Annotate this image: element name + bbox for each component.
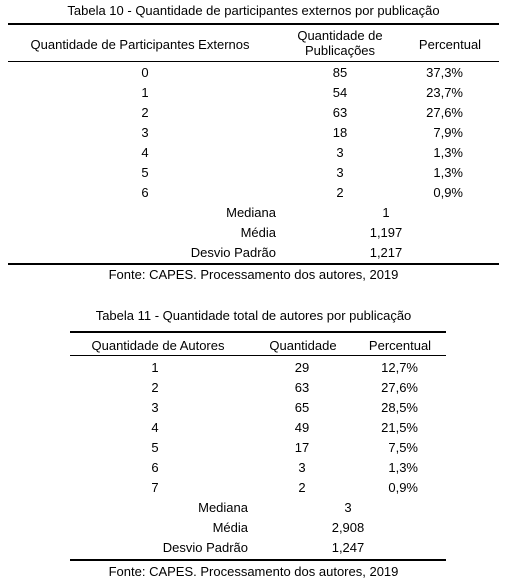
table-11-header-rule <box>70 355 446 356</box>
cell-percentual: 12,7% <box>360 360 418 375</box>
stat-value-media: 2,908 <box>308 520 388 535</box>
stat-label-desvio-padrao: Desvio Padrão <box>100 245 276 260</box>
cell-publicacoes: 18 <box>300 125 380 140</box>
cell-quantidade: 65 <box>262 400 342 415</box>
cell-publicacoes: 85 <box>300 65 380 80</box>
table-10-header-col3: Percentual <box>400 37 500 52</box>
cell-autores: 3 <box>110 400 200 415</box>
table-10-source: Fonte: CAPES. Processamento dos autores,… <box>0 267 507 282</box>
cell-percentual: 27,6% <box>400 105 463 120</box>
table-11-header-col3: Percentual <box>360 338 440 353</box>
cell-participantes: 3 <box>100 125 190 140</box>
cell-percentual: 23,7% <box>400 85 463 100</box>
table-11-header-col1: Quantidade de Autores <box>70 338 246 353</box>
cell-autores: 4 <box>110 420 200 435</box>
cell-percentual: 1,3% <box>360 460 418 475</box>
cell-autores: 6 <box>110 460 200 475</box>
cell-percentual: 0,9% <box>400 185 463 200</box>
stat-label-media: Média <box>70 520 248 535</box>
cell-publicacoes: 3 <box>300 145 380 160</box>
cell-autores: 1 <box>110 360 200 375</box>
cell-autores: 2 <box>110 380 200 395</box>
cell-quantidade: 17 <box>262 440 342 455</box>
cell-autores: 7 <box>110 480 200 495</box>
cell-percentual: 28,5% <box>360 400 418 415</box>
cell-publicacoes: 2 <box>300 185 380 200</box>
cell-percentual: 1,3% <box>400 145 463 160</box>
cell-percentual: 27,6% <box>360 380 418 395</box>
cell-participantes: 1 <box>100 85 190 100</box>
stat-value-mediana: 1 <box>346 205 426 220</box>
stat-value-mediana: 3 <box>308 500 388 515</box>
cell-percentual: 7,5% <box>360 440 418 455</box>
table-10-header-col2-line1: Quantidade de <box>280 28 400 43</box>
cell-percentual: 7,9% <box>400 125 463 140</box>
cell-quantidade: 29 <box>262 360 342 375</box>
table-11-top-rule <box>70 331 446 333</box>
cell-percentual: 21,5% <box>360 420 418 435</box>
cell-percentual: 1,3% <box>400 165 463 180</box>
table-10-caption: Tabela 10 - Quantidade de participantes … <box>0 3 507 18</box>
cell-autores: 5 <box>110 440 200 455</box>
table-11-bottom-rule <box>70 559 446 561</box>
cell-participantes: 5 <box>100 165 190 180</box>
stat-label-desvio-padrao: Desvio Padrão <box>70 540 248 555</box>
cell-quantidade: 2 <box>262 480 342 495</box>
stat-value-media: 1,197 <box>346 225 426 240</box>
table-10-bottom-rule <box>8 263 499 265</box>
stat-label-mediana: Mediana <box>70 500 248 515</box>
cell-quantidade: 3 <box>262 460 342 475</box>
table-10-header-rule <box>8 61 499 62</box>
cell-quantidade: 49 <box>262 420 342 435</box>
cell-publicacoes: 54 <box>300 85 380 100</box>
stat-label-mediana: Mediana <box>100 205 276 220</box>
cell-participantes: 6 <box>100 185 190 200</box>
cell-quantidade: 63 <box>262 380 342 395</box>
cell-percentual: 37,3% <box>400 65 463 80</box>
cell-publicacoes: 63 <box>300 105 380 120</box>
cell-participantes: 4 <box>100 145 190 160</box>
cell-participantes: 0 <box>100 65 190 80</box>
stat-label-media: Média <box>100 225 276 240</box>
table-11-caption: Tabela 11 - Quantidade total de autores … <box>0 308 507 323</box>
stat-value-desvio-padrao: 1,247 <box>308 540 388 555</box>
stat-value-desvio-padrao: 1,217 <box>346 245 426 260</box>
cell-participantes: 2 <box>100 105 190 120</box>
table-10-header-col2-line2: Publicações <box>280 43 400 58</box>
cell-publicacoes: 3 <box>300 165 380 180</box>
table-10-header-col1: Quantidade de Participantes Externos <box>8 37 272 52</box>
table-10-top-rule <box>8 23 499 25</box>
table-11-header-col2: Quantidade <box>258 338 348 353</box>
cell-percentual: 0,9% <box>360 480 418 495</box>
table-11-source: Fonte: CAPES. Processamento dos autores,… <box>0 564 507 579</box>
